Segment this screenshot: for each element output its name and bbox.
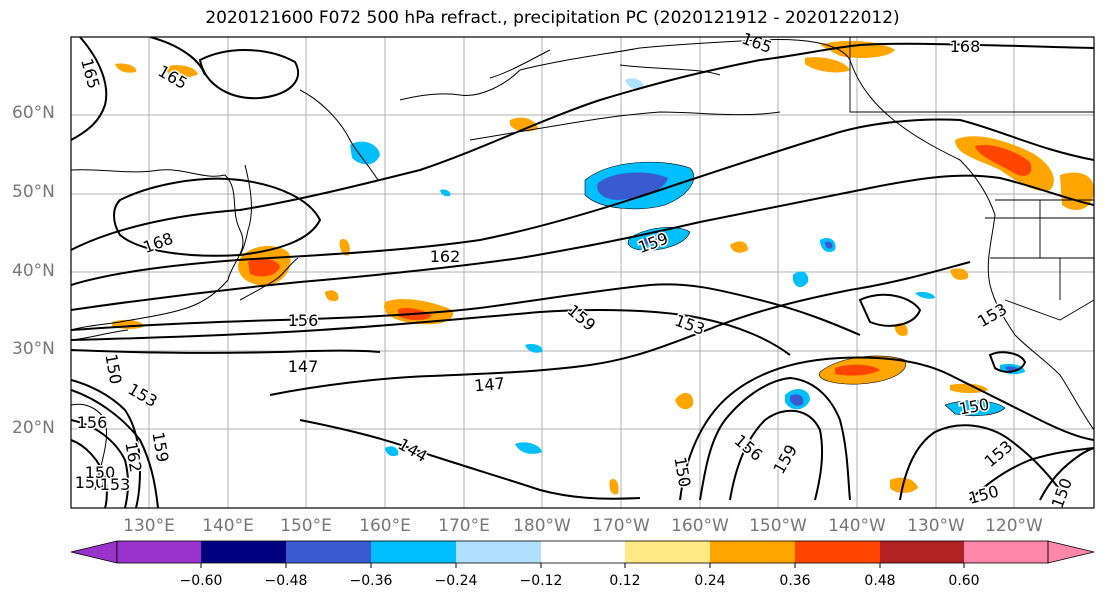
colorbar-tick: −0.60	[179, 573, 223, 589]
contour-label: 147	[473, 374, 505, 396]
colorbar-extend-min	[70, 540, 118, 564]
contour-label: 156	[77, 413, 108, 432]
lon-label-180w: 180°W	[513, 516, 571, 536]
map-frame	[70, 36, 1095, 509]
colorbar-tick: 0.12	[609, 573, 641, 589]
colorbar-swatch	[880, 541, 964, 563]
lat-label-60n: 60°N	[12, 103, 55, 123]
colorbar-tick: 0.24	[694, 573, 726, 589]
colorbar-swatch	[456, 541, 541, 563]
lat-label-30n: 30°N	[12, 339, 55, 359]
lon-label-170w: 170°W	[592, 516, 650, 536]
lon-label-160w: 160°W	[671, 516, 729, 536]
contour-label: 162	[430, 247, 461, 266]
colorbar-swatch	[201, 541, 286, 563]
colorbar-swatch	[964, 541, 1048, 563]
colorbar-swatch	[625, 541, 710, 563]
lon-label-140e: 140°E	[202, 516, 254, 536]
colorbar-swatch	[795, 541, 880, 563]
lon-label-160e: 160°E	[359, 516, 411, 536]
lat-label-50n: 50°N	[12, 182, 55, 202]
colorbar-swatch	[371, 541, 456, 563]
graticule	[71, 37, 1094, 508]
lon-label-150w: 150°W	[749, 516, 807, 536]
lon-label-140w: 140°W	[828, 516, 886, 536]
colorbar-swatch	[117, 541, 201, 563]
lon-label-150e: 150°E	[280, 516, 332, 536]
lon-label-130e: 130°E	[123, 516, 175, 536]
contour-label: 153	[100, 475, 131, 494]
contour-label: 150	[75, 473, 106, 492]
colorbar-tick: −0.12	[519, 573, 563, 589]
colorbar-outline	[116, 540, 1049, 564]
precip-shading	[112, 40, 1094, 495]
colorbar-tick: −0.24	[434, 573, 478, 589]
lat-label-20n: 20°N	[12, 418, 55, 438]
colorbar-tick: 0.60	[948, 573, 980, 589]
colorbar-extend-max	[1047, 540, 1095, 564]
colorbar-swatch	[541, 541, 625, 563]
lon-label-120w: 120°W	[985, 516, 1043, 536]
map-title: 2020121600 F072 500 hPa refract., precip…	[205, 8, 900, 28]
colorbar-tick: 0.36	[779, 573, 811, 589]
lat-label-40n: 40°N	[12, 261, 55, 281]
contour-label: 150	[85, 463, 116, 482]
colorbar-tick: −0.36	[349, 573, 393, 589]
contour-label: 168	[950, 37, 981, 56]
colorbar-tick: 0.48	[864, 573, 896, 589]
contour-label: 147	[288, 357, 319, 376]
lon-label-170e: 170°E	[438, 516, 490, 536]
colorbar-tick: −0.48	[264, 573, 308, 589]
shading-outlines	[584, 161, 1006, 417]
colorbar	[70, 540, 1095, 568]
contour-label: 156	[288, 311, 319, 330]
colorbar-swatch	[710, 541, 795, 563]
lon-label-130w: 130°W	[907, 516, 965, 536]
colorbar-swatch	[286, 541, 371, 563]
refractivity-contours	[71, 37, 1094, 508]
